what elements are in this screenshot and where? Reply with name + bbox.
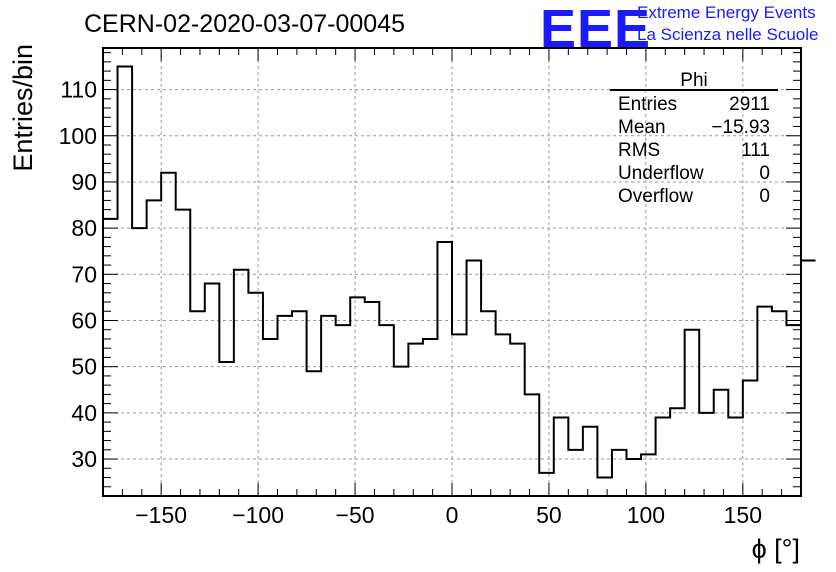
stats-box: Phi Entries 2911 Mean −15.93 RMS 111 Und…: [610, 70, 778, 207]
stats-label-underflow: Underflow: [618, 163, 704, 184]
x-tick-label: 50: [536, 502, 562, 528]
y-tick-label: 90: [71, 169, 97, 195]
y-tick-label: 110: [60, 77, 97, 103]
x-tick-label: 150: [724, 502, 762, 528]
stats-label-overflow: Overflow: [618, 186, 693, 207]
stats-value-mean: −15.93: [711, 117, 770, 138]
stats-value-overflow: 0: [759, 186, 770, 207]
x-tick-label: −100: [232, 502, 284, 528]
y-tick-label: 30: [71, 446, 97, 472]
stats-label-mean: Mean: [618, 117, 666, 138]
stats-value-underflow: 0: [759, 163, 770, 184]
plot-title: CERN-02-2020-03-07-00045: [84, 10, 406, 38]
y-tick-label: 50: [71, 354, 97, 380]
y-tick-label: 60: [71, 307, 97, 333]
y-tick-labels: 30 40 50 60 70 80 90 100 110: [59, 77, 97, 472]
y-tick-label: 100: [59, 123, 97, 149]
y-tick-label: 40: [71, 400, 97, 426]
org-name-line1: Extreme Energy Events: [637, 3, 816, 22]
x-tick-label: −150: [135, 502, 187, 528]
stats-box-title: Phi: [680, 70, 707, 91]
x-tick-label: −50: [336, 502, 375, 528]
stats-label-rms: RMS: [618, 140, 660, 161]
histogram-series: [103, 65, 816, 479]
org-name-line2: La Scienza nelle Scuole: [637, 25, 819, 44]
eee-logo: EEE: [540, 0, 652, 59]
x-tick-label: 100: [627, 502, 665, 528]
y-tick-label: 70: [71, 261, 97, 287]
stats-value-entries: 2911: [729, 94, 770, 115]
y-axis-label: Entries/bin: [8, 44, 38, 172]
y-tick-label: 80: [71, 215, 97, 241]
x-axis-label: ϕ [°]: [752, 534, 800, 564]
x-tick-label: 0: [446, 502, 459, 528]
grid-lines: [103, 48, 801, 496]
axis-ticks: [102, 48, 802, 497]
stats-value-rms: 111: [741, 140, 770, 161]
stats-label-entries: Entries: [618, 94, 677, 115]
x-tick-labels: −150 −100 −50 0 50 100 150: [135, 502, 762, 528]
